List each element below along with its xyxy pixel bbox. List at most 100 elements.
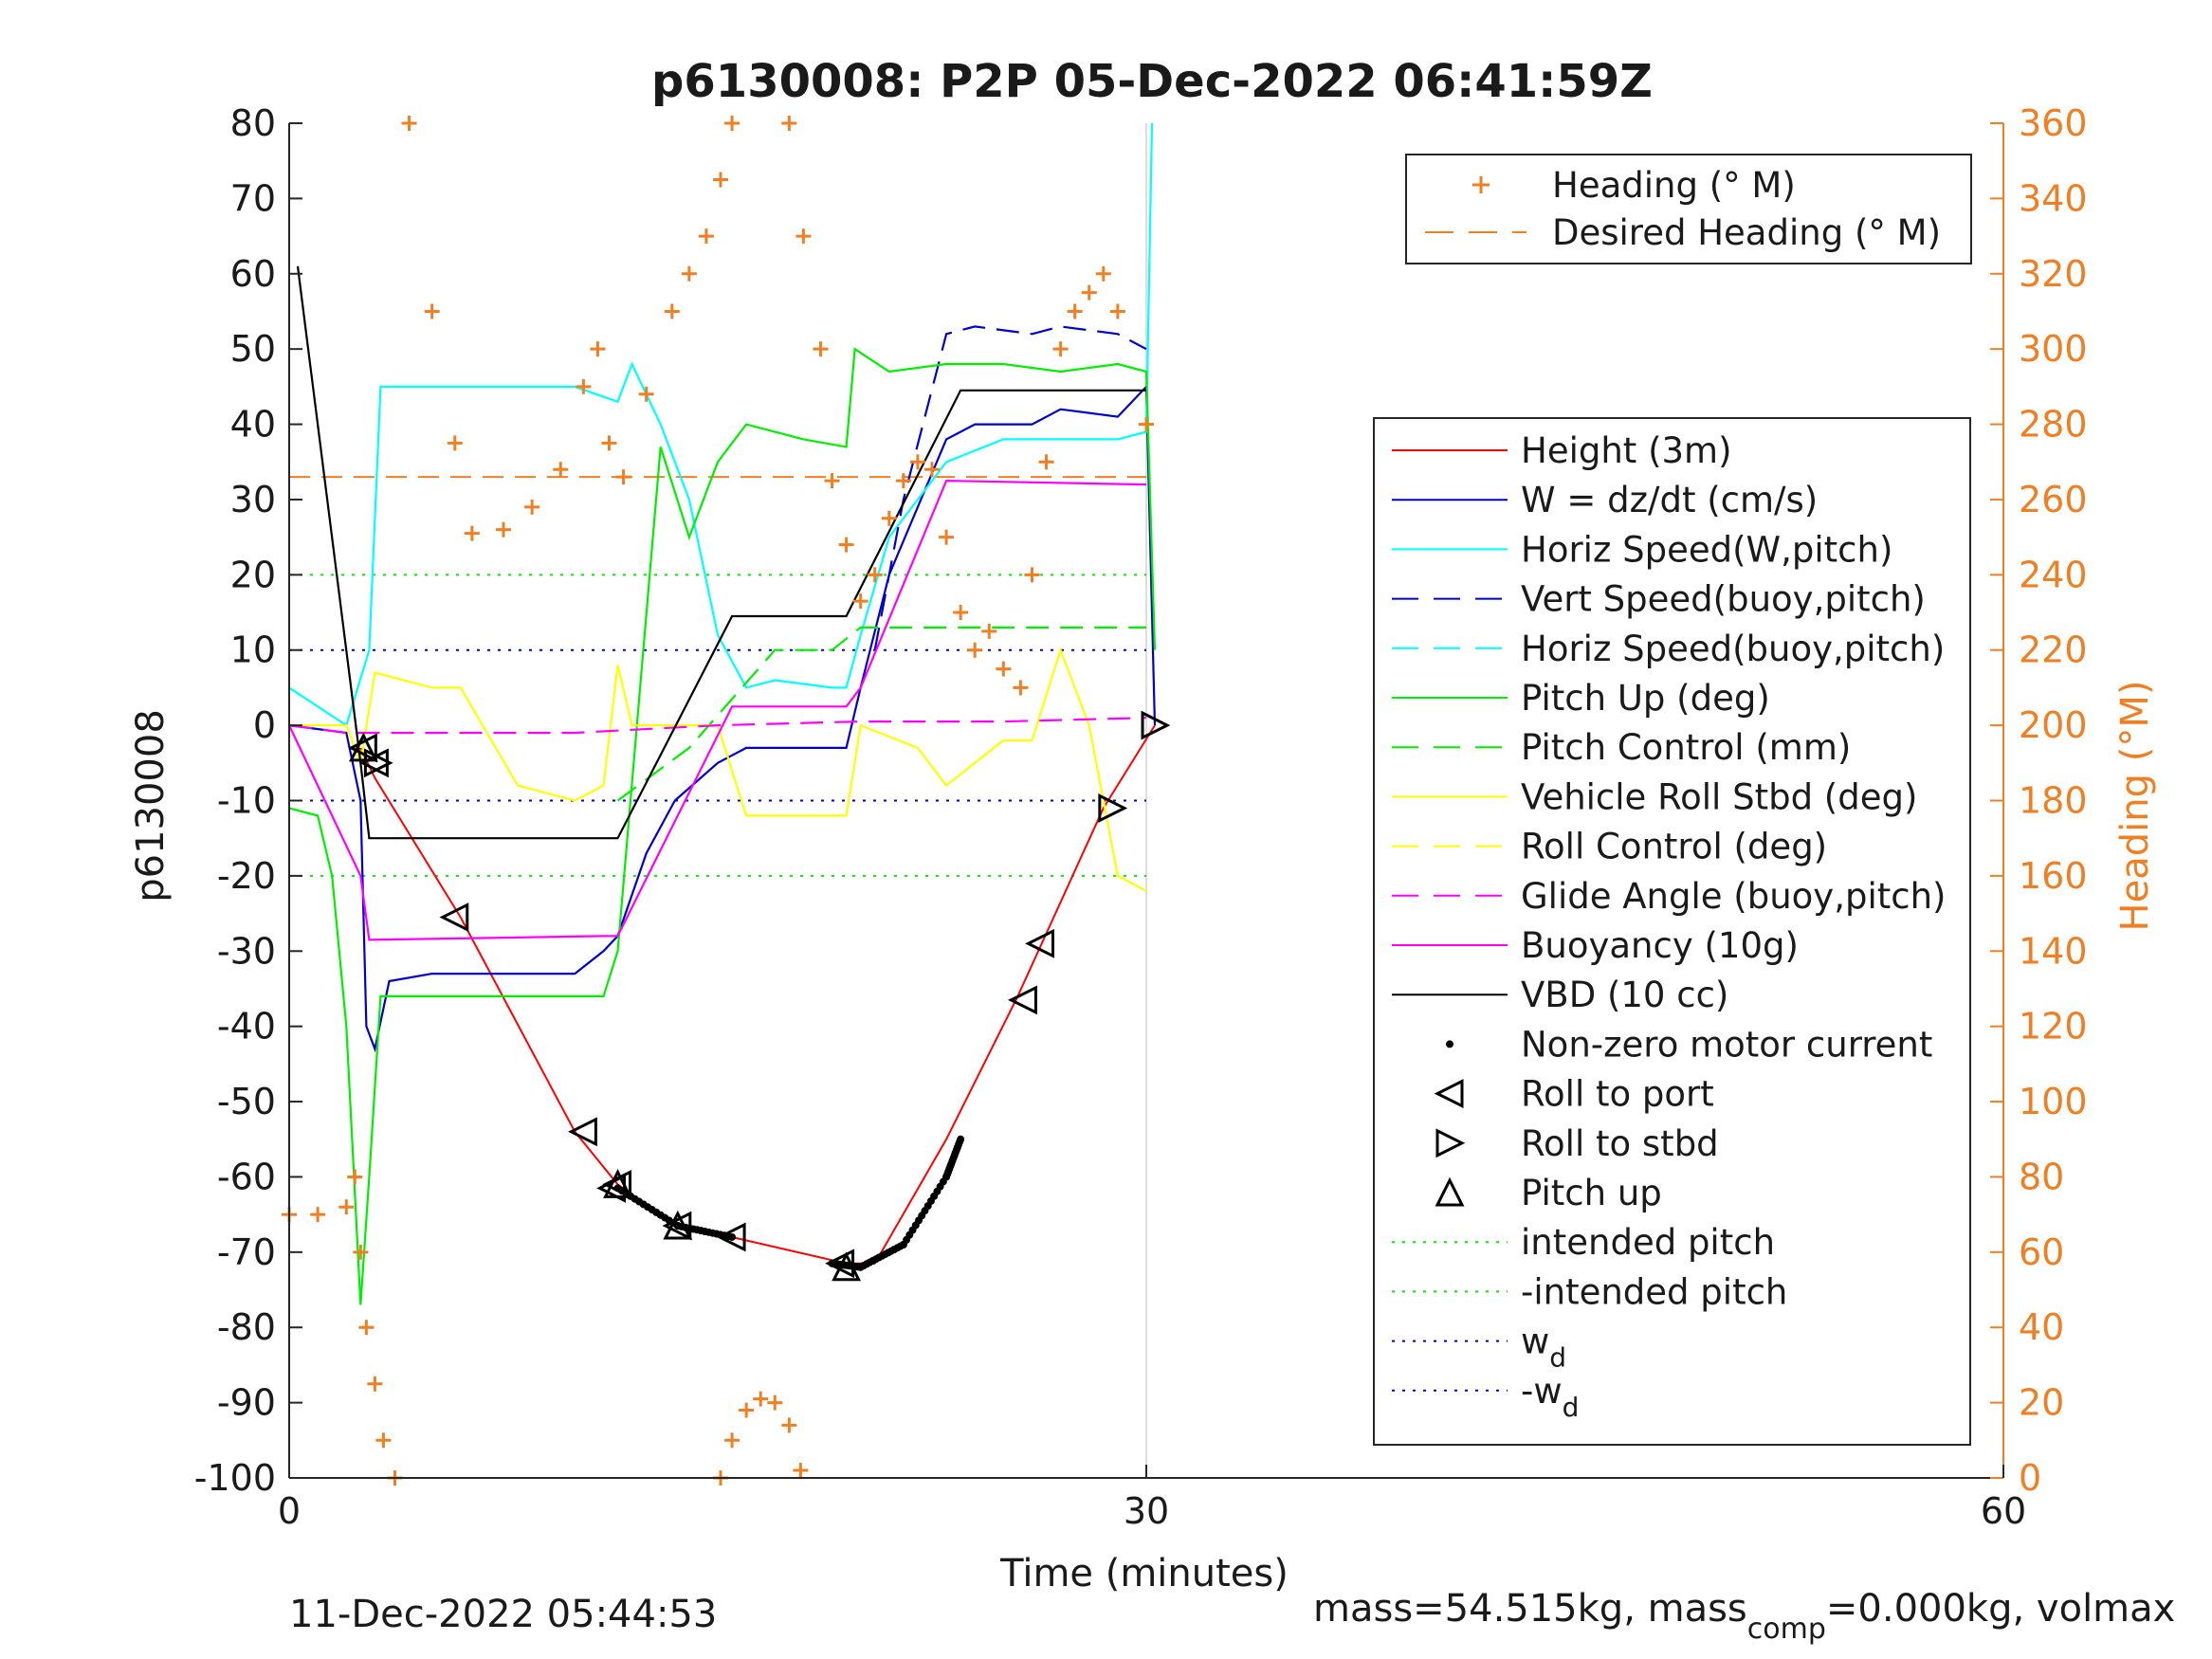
heading-point (739, 1402, 755, 1418)
y2-tick-label: 140 (2019, 930, 2088, 972)
heading-point (367, 1376, 383, 1392)
legend-label-text: -w (1521, 1371, 1563, 1412)
legend-label-text: W = dz/dt (cm/s) (1521, 480, 1818, 520)
heading-point (1081, 284, 1097, 301)
y-tick-label: 70 (230, 177, 276, 219)
motor-current-dot (957, 1135, 965, 1143)
legend-main-box (1373, 417, 1971, 1446)
y-tick-label: 50 (230, 328, 276, 370)
heading-point (524, 499, 540, 515)
y2-axis-label: Heading (°M) (2113, 681, 2157, 932)
heading-point (464, 525, 480, 541)
roll-to-port-marker (439, 902, 469, 932)
y2-tick-label: 320 (2019, 253, 2088, 295)
legend-main-label: Pitch Control (mm) (1521, 727, 1851, 768)
series-line (288, 717, 1147, 735)
y-tick-label: -80 (217, 1306, 276, 1348)
y2-tick-label: 220 (2019, 629, 2088, 671)
legend-label-text: intended pitch (1521, 1222, 1775, 1263)
heading-point (496, 521, 511, 538)
heading-point (924, 462, 940, 478)
heading-point (447, 435, 463, 451)
heading-point (1038, 454, 1054, 470)
legend-main-label: Roll to stbd (1521, 1123, 1719, 1164)
heading-point (781, 116, 797, 131)
heading-point (1052, 341, 1069, 357)
legend-label-text: Vert Speed(buoy,pitch) (1521, 579, 1926, 620)
legend-main-label: Non-zero motor current (1521, 1024, 1932, 1065)
y2-tick-label: 280 (2019, 404, 2088, 446)
heading-point (724, 116, 740, 131)
heading-point (353, 1244, 369, 1260)
legend-label-text: Horiz Speed(W,pitch) (1521, 529, 1892, 570)
heading-point (953, 605, 969, 621)
y2-tick-label: 20 (2019, 1382, 2064, 1424)
heading-point (615, 469, 631, 485)
heading-point (638, 386, 654, 402)
legend-label-text: Roll to port (1521, 1074, 1714, 1115)
heading-point (793, 1463, 809, 1479)
heading-point (909, 454, 925, 470)
y2-tick-label: 240 (2019, 554, 2088, 595)
legend-label-text: Roll Control (deg) (1521, 827, 1827, 867)
heading-point (1067, 303, 1083, 319)
heading-point (852, 593, 868, 610)
legend-main-label: intended pitch (1521, 1222, 1775, 1263)
heading-point (681, 265, 697, 282)
y2-tick-label: 120 (2019, 1006, 2088, 1048)
legend-main-label: Buoyancy (10g) (1521, 925, 1799, 966)
y2-tick-label: 340 (2019, 177, 2088, 219)
heading-point (781, 1417, 797, 1433)
legend-main: Height (3m) W = dz/dt (cm/s) Horiz Speed(W… (1373, 417, 1971, 1446)
y-tick-label: -20 (217, 855, 276, 897)
y-tick-label: -90 (217, 1382, 276, 1424)
y-tick-label: -50 (217, 1081, 276, 1122)
x-axis-label: Time (minutes) (999, 1552, 1289, 1595)
legend-label-text: -intended pitch (1521, 1271, 1787, 1312)
legend-heading-label: Desired Heading (° M) (1552, 212, 1941, 253)
heading-point (824, 473, 840, 489)
heading-point (881, 510, 897, 526)
series-line (288, 347, 1157, 1305)
legend-heading-label: Heading (° M) (1552, 165, 1796, 206)
legend-dot-icon (1446, 1040, 1453, 1048)
y2-tick-label: 80 (2019, 1156, 2064, 1197)
roll-to-stbd-marker (1141, 710, 1171, 740)
x-tick-label: 60 (1981, 1490, 2026, 1532)
y-tick-label: 20 (230, 554, 276, 595)
motor-current-dot (728, 1232, 737, 1241)
plot-area (282, 116, 1171, 1486)
legend-main-label: Pitch Up (deg) (1521, 678, 1770, 719)
legend-main-label: Horiz Speed(buoy,pitch) (1521, 629, 1945, 669)
y2-tick-label: 100 (2019, 1081, 2088, 1122)
roll-to-port-marker (662, 1211, 692, 1241)
heading-point (996, 661, 1012, 677)
y-tick-label: 80 (230, 102, 276, 144)
heading-point (867, 567, 883, 583)
series-line (873, 325, 1147, 650)
heading-point (358, 1320, 375, 1336)
y2-tick-label: 160 (2019, 855, 2088, 897)
heading-point (753, 1391, 769, 1407)
y-tick-label: 10 (230, 629, 276, 671)
heading-point (724, 1432, 740, 1449)
heading-point (401, 116, 417, 131)
roll-to-stbd-marker (1098, 793, 1128, 823)
legend-main-label: -wd (1521, 1371, 1579, 1423)
legend-main-label: Vert Speed(buoy,pitch) (1521, 579, 1926, 620)
legend-main-label: Roll Control (deg) (1521, 827, 1827, 867)
y-axis-label: p6130008 (129, 709, 173, 902)
series-line (288, 122, 1154, 727)
heading-point (664, 303, 680, 319)
heading-point (895, 473, 911, 489)
y-tick-label: 40 (230, 404, 276, 446)
y2-tick-label: 180 (2019, 780, 2088, 822)
legend-main-label: Height (3m) (1521, 430, 1732, 471)
y-tick-label: -60 (217, 1156, 276, 1197)
pitch-up-marker (348, 732, 378, 762)
heading-point (767, 1395, 783, 1411)
pitch-up-marker (832, 1251, 862, 1282)
y-tick-label: -40 (217, 1006, 276, 1048)
legend-roll-stbd-icon (1435, 1128, 1466, 1158)
